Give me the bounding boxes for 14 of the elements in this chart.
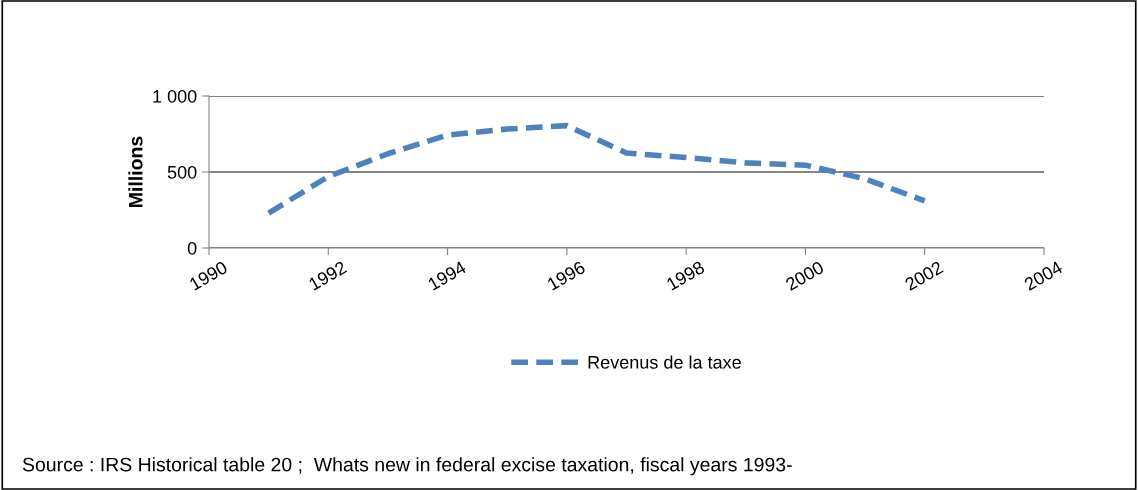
x-tick-label: 1998	[665, 260, 706, 291]
y-tick-label: 1 000	[153, 89, 197, 103]
y-tick-label: 0	[187, 241, 197, 255]
x-tick-label: 2002	[904, 260, 944, 291]
y-tick-label: 500	[167, 165, 197, 179]
x-tick-label: 1994	[427, 260, 467, 291]
x-tick-label: 2004	[1023, 260, 1064, 291]
x-tick-label: 1992	[308, 260, 348, 291]
x-tick-label: 1990	[188, 260, 229, 291]
x-tick-label: 1996	[546, 260, 586, 291]
x-tick-label: 2000	[784, 260, 825, 291]
legend-label: Revenus de la taxe	[588, 355, 741, 369]
y-axis-title: Millions	[128, 136, 143, 207]
source-note: Source : IRS Historical table 20 ; Whats new in federal excise taxation, fiscal years 1993-	[22, 457, 792, 476]
